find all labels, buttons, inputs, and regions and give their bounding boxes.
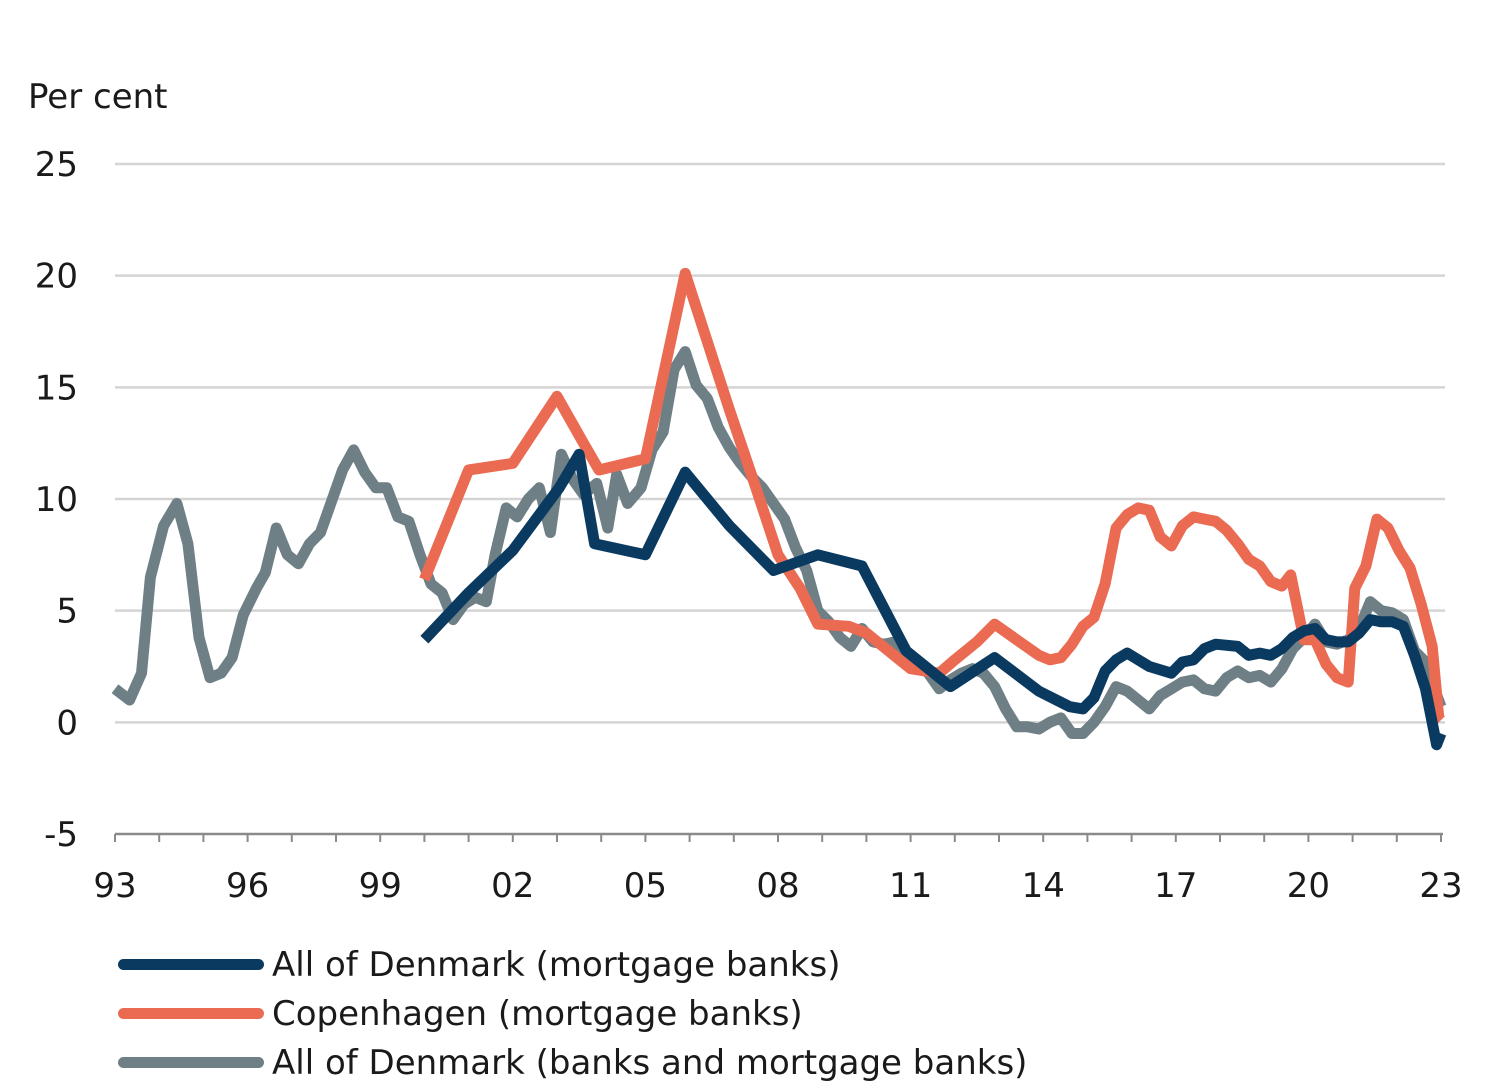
- legend-label: All of Denmark (mortgage banks): [272, 944, 841, 985]
- x-tick-label: 08: [756, 866, 799, 906]
- y-tick-label: 20: [35, 257, 78, 297]
- x-tick-label: 93: [93, 866, 136, 906]
- legend-item-denmark-mortgage: All of Denmark (mortgage banks): [118, 940, 1027, 989]
- y-tick-label: 10: [35, 480, 78, 520]
- y-tick-label: -5: [44, 815, 78, 855]
- x-tick-label: 14: [1022, 866, 1065, 906]
- series-line: [420, 448, 1447, 751]
- x-tick-label: 02: [491, 866, 534, 906]
- series-line: [419, 267, 1445, 724]
- legend-swatch: [118, 959, 264, 970]
- y-tick-label: 15: [35, 368, 78, 408]
- x-tick-label: 11: [889, 866, 932, 906]
- line-chart: Per cent 25 20 15 10 5 0 -5 93 96 99 02 05 08 11 14 17…: [28, 77, 1463, 906]
- legend-label: Copenhagen (mortgage banks): [272, 993, 803, 1034]
- x-tick-label: 17: [1154, 866, 1197, 906]
- legend-item-copenhagen-mortgage: Copenhagen (mortgage banks): [118, 989, 1027, 1038]
- x-tick-label: 99: [359, 866, 402, 906]
- y-tick-label: 5: [56, 592, 78, 632]
- x-tick-label: 23: [1419, 866, 1462, 906]
- legend-item-denmark-banks-and-mortgage: All of Denmark (banks and mortgage banks…: [118, 1038, 1027, 1087]
- x-tick-label: 05: [624, 866, 667, 906]
- y-tick-label: 25: [35, 145, 78, 185]
- x-tick-label: 20: [1287, 866, 1330, 906]
- y-axis-label: Per cent: [28, 77, 168, 117]
- x-tick-label: 96: [226, 866, 269, 906]
- series-line: [111, 346, 1447, 739]
- y-tick-label: 0: [56, 703, 78, 743]
- legend-swatch: [118, 1057, 264, 1068]
- legend-swatch: [118, 1008, 264, 1019]
- legend: All of Denmark (mortgage banks) Copenhag…: [118, 940, 1027, 1087]
- legend-label: All of Denmark (banks and mortgage banks…: [272, 1042, 1028, 1083]
